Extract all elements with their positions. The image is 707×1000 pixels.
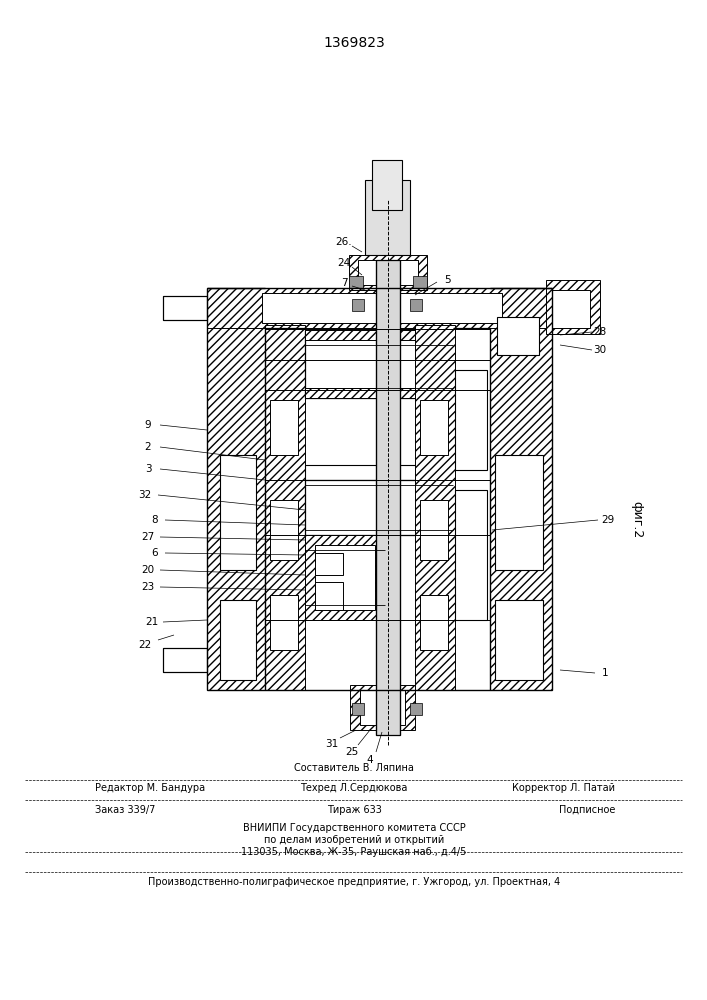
Bar — [420, 500, 448, 560]
Bar — [163, 648, 207, 672]
Text: 20: 20 — [141, 565, 155, 575]
Bar — [207, 288, 552, 328]
Text: ВНИИПИ Государственного комитета СССР: ВНИИПИ Государственного комитета СССР — [243, 823, 465, 833]
Bar — [358, 260, 418, 285]
Text: 22: 22 — [139, 640, 151, 650]
Bar — [315, 582, 343, 610]
Bar — [546, 280, 600, 334]
Text: Редактор М. Бандура: Редактор М. Бандура — [95, 783, 205, 793]
Bar — [262, 293, 502, 323]
Text: фиг.2: фиг.2 — [631, 501, 643, 539]
Bar — [365, 180, 410, 255]
Bar — [270, 500, 298, 560]
Text: 21: 21 — [146, 617, 158, 627]
Bar — [305, 535, 385, 620]
Bar — [270, 400, 298, 455]
Text: 1369823: 1369823 — [323, 36, 385, 50]
Bar — [349, 276, 363, 288]
Bar — [315, 553, 343, 575]
Text: 29: 29 — [602, 515, 614, 525]
Bar — [352, 703, 364, 715]
Text: 31: 31 — [325, 739, 339, 749]
Bar — [207, 290, 269, 690]
Bar — [376, 260, 400, 735]
Text: 32: 32 — [139, 490, 151, 500]
Bar — [455, 370, 487, 470]
Bar — [349, 255, 427, 290]
Bar — [410, 299, 422, 311]
Bar — [497, 317, 539, 355]
Bar — [350, 685, 415, 730]
Bar — [352, 299, 364, 311]
Bar — [455, 490, 487, 620]
Bar — [490, 290, 552, 690]
Text: 8: 8 — [152, 515, 158, 525]
Text: Заказ 339/7: Заказ 339/7 — [95, 805, 156, 815]
Text: 27: 27 — [141, 532, 155, 542]
Text: 9: 9 — [145, 420, 151, 430]
Text: 2: 2 — [145, 442, 151, 452]
Text: 26.: 26. — [336, 237, 352, 247]
Text: 6: 6 — [152, 548, 158, 558]
Text: 30: 30 — [593, 345, 607, 355]
Bar — [265, 325, 305, 690]
Bar — [410, 703, 422, 715]
Text: Подписное: Подписное — [559, 805, 615, 815]
Bar — [495, 455, 543, 570]
Bar — [420, 595, 448, 650]
Bar — [420, 400, 448, 455]
Text: 1: 1 — [602, 668, 608, 678]
Text: 113035, Москва, Ж-35, Раушская наб., д.4/5: 113035, Москва, Ж-35, Раушская наб., д.4… — [241, 847, 467, 857]
Text: Техред Л.Сердюкова: Техред Л.Сердюкова — [300, 783, 408, 793]
Text: по делам изобретений и открытий: по делам изобретений и открытий — [264, 835, 444, 845]
Bar — [305, 388, 453, 398]
Text: Тираж 633: Тираж 633 — [327, 805, 382, 815]
Text: Составитель В. Ляпина: Составитель В. Ляпина — [294, 763, 414, 773]
Text: 7: 7 — [341, 278, 347, 288]
Text: 23: 23 — [141, 582, 155, 592]
Text: Производственно-полиграфическое предприятие, г. Ужгород, ул. Проектная, 4: Производственно-полиграфическое предприя… — [148, 877, 560, 887]
Bar — [220, 455, 256, 570]
Text: 4: 4 — [367, 755, 373, 765]
Bar — [305, 330, 453, 340]
Bar — [552, 288, 592, 328]
Bar — [552, 290, 590, 328]
Text: 28: 28 — [593, 327, 607, 337]
Text: 5: 5 — [445, 275, 451, 285]
Bar — [163, 296, 207, 320]
Text: Корректор Л. Патай: Корректор Л. Патай — [512, 783, 615, 793]
Bar — [305, 465, 453, 480]
Text: 24: 24 — [337, 258, 351, 268]
Text: 3: 3 — [145, 464, 151, 474]
Text: 25: 25 — [346, 747, 358, 757]
Bar — [220, 600, 256, 680]
Bar — [372, 160, 402, 210]
Bar — [305, 330, 453, 398]
Bar — [415, 325, 455, 690]
Bar — [360, 690, 405, 725]
Bar — [305, 480, 453, 535]
Bar — [413, 276, 427, 288]
Bar — [270, 595, 298, 650]
Bar — [495, 600, 543, 680]
Bar — [315, 545, 375, 610]
